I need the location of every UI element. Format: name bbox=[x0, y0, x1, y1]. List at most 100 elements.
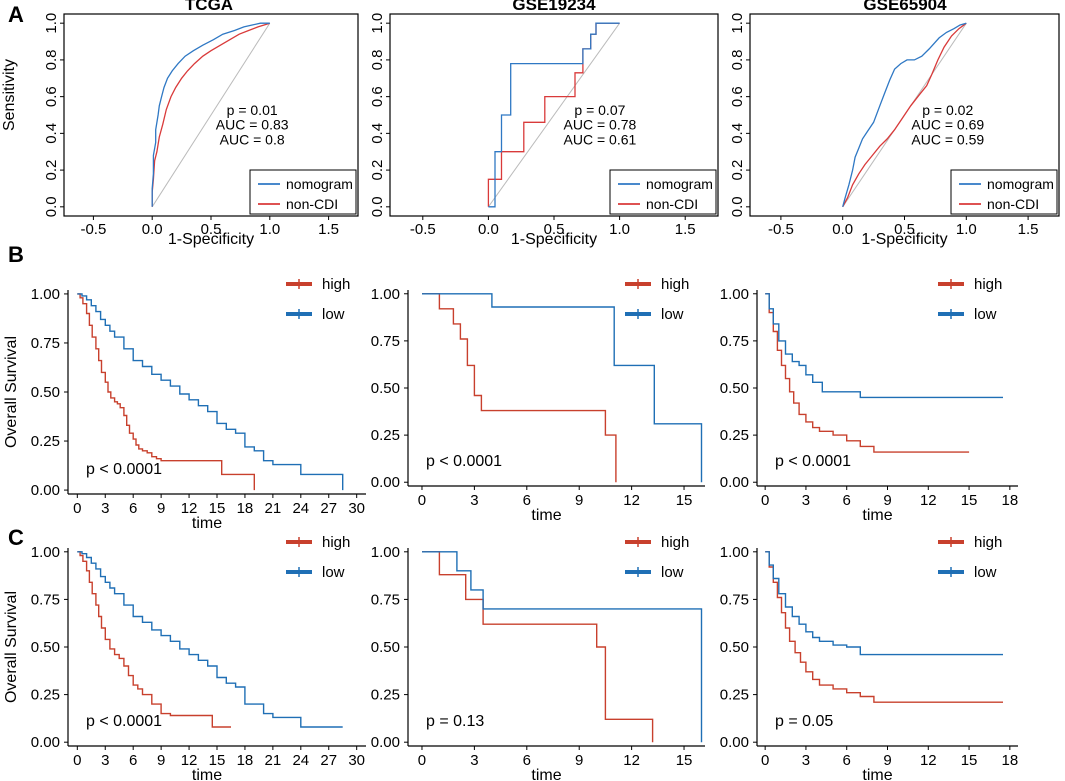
series-line-low bbox=[77, 551, 343, 728]
y-tick-label: 0.0 bbox=[43, 196, 60, 217]
legend-label: non-CDI bbox=[286, 196, 338, 212]
x-tick-label: 3 bbox=[470, 492, 478, 509]
x-tick-label: 27 bbox=[320, 500, 337, 517]
series-line-nomogram bbox=[842, 22, 967, 207]
x-tick-label: 12 bbox=[920, 752, 937, 769]
x-tick-label: 6 bbox=[843, 492, 851, 509]
y-tick-label: 0.00 bbox=[31, 482, 60, 499]
legend-label: high bbox=[661, 534, 689, 551]
x-tick-label: 1.5 bbox=[318, 221, 339, 238]
x-tick-label: 30 bbox=[348, 500, 365, 517]
p-value-text: p < 0.0001 bbox=[86, 461, 162, 478]
legend-box bbox=[950, 169, 1058, 215]
legend-label: high bbox=[974, 276, 1002, 293]
x-tick-label: 9 bbox=[157, 752, 165, 769]
auc-non-cdi-text: AUC = 0.8 bbox=[220, 131, 285, 147]
x-tick-label: -0.5 bbox=[768, 221, 794, 238]
x-tick-label: 3 bbox=[101, 500, 109, 517]
x-axis-label: time bbox=[531, 507, 561, 524]
p-value-text: p < 0.0001 bbox=[775, 453, 851, 470]
x-tick-label: 12 bbox=[920, 492, 937, 509]
p-value-text: p < 0.0001 bbox=[426, 453, 502, 470]
y-axis-label: Sensitivity bbox=[1, 59, 18, 131]
series-line-non-CDI bbox=[842, 22, 967, 208]
legend-label: low bbox=[974, 306, 997, 323]
y-tick-label: 1.0 bbox=[43, 13, 60, 34]
y-tick-label: 0.50 bbox=[31, 639, 60, 656]
legend-label: nomogram bbox=[646, 176, 713, 192]
x-tick-label: 0.0 bbox=[142, 221, 163, 238]
roc-panel-roc-gse19234: GSE19234 -0.5 0.0 0.5 1.0 1.5 0.0 0.2 0.4 0.6 0.8 1… bbox=[369, 0, 719, 248]
y-axis-label: Overall Survival bbox=[3, 336, 20, 448]
x-axis-label: time bbox=[862, 767, 892, 781]
y-tick-label: 0.8 bbox=[369, 49, 386, 70]
series-line-low bbox=[422, 293, 703, 483]
x-tick-label: 1.5 bbox=[675, 221, 696, 238]
y-tick-label: 1.00 bbox=[31, 286, 60, 303]
y-tick-label: 0.0 bbox=[729, 196, 746, 217]
x-tick-label: 0 bbox=[761, 752, 769, 769]
legend-label: high bbox=[322, 534, 350, 551]
x-tick-label: 12 bbox=[623, 752, 640, 769]
x-tick-label: 3 bbox=[101, 752, 109, 769]
x-tick-label: 12 bbox=[181, 500, 198, 517]
y-tick-label: 0.75 bbox=[31, 335, 60, 352]
panel-label-a: A bbox=[8, 2, 24, 27]
x-tick-label: 0 bbox=[73, 752, 81, 769]
series-line-low bbox=[765, 551, 1003, 656]
legend-label: low bbox=[661, 306, 684, 323]
x-tick-label: 0 bbox=[761, 492, 769, 509]
x-tick-label: 15 bbox=[209, 500, 226, 517]
y-tick-label: 1.00 bbox=[371, 544, 400, 561]
x-tick-label: 12 bbox=[623, 492, 640, 509]
x-tick-label: 9 bbox=[575, 752, 583, 769]
series-line-non-CDI bbox=[151, 22, 270, 207]
roc-panel-roc-gse65904: GSE65904 -0.5 0.0 0.5 1.0 1.5 0.0 0.2 0.4 0.6 0.8 1… bbox=[729, 0, 1060, 248]
y-tick-label: 0.6 bbox=[729, 86, 746, 107]
x-axis-label: time bbox=[192, 515, 222, 532]
series-line-high bbox=[77, 551, 231, 728]
x-tick-label: 24 bbox=[292, 752, 309, 769]
y-tick-label: 1.0 bbox=[729, 13, 746, 34]
chart-title: TCGA bbox=[185, 0, 233, 14]
reference-diagonal bbox=[151, 22, 271, 208]
km-panel-km-b-tcga: 0.00 0.25 0.50 0.75 1.00 0 3 6 9 12 15 18 21 24 27 30 ti… bbox=[3, 276, 366, 532]
y-tick-label: 0.25 bbox=[371, 687, 400, 704]
series-line-nomogram bbox=[151, 22, 270, 207]
km-panel-km-b-gse19234: 0.00 0.25 0.50 0.75 1.00 0 3 6 9 12 15 time p < 0.00… bbox=[371, 276, 705, 524]
x-tick-label: 0.5 bbox=[201, 221, 222, 238]
x-tick-label: 18 bbox=[237, 500, 254, 517]
legend-box bbox=[609, 169, 717, 215]
x-tick-label: 0.0 bbox=[478, 221, 499, 238]
auc-nomogram-text: AUC = 0.78 bbox=[564, 117, 637, 133]
x-tick-label: 0.0 bbox=[832, 221, 853, 238]
y-tick-label: 0.8 bbox=[729, 49, 746, 70]
km-panel-km-c-gse19234: 0.00 0.25 0.50 0.75 1.00 0 3 6 9 12 15 time p = 0.13… bbox=[371, 534, 705, 781]
legend-label: non-CDI bbox=[987, 196, 1039, 212]
legend-label: nomogram bbox=[987, 176, 1054, 192]
x-tick-label: 1.0 bbox=[609, 221, 630, 238]
x-tick-label: 27 bbox=[320, 752, 337, 769]
legend-box bbox=[249, 169, 357, 215]
y-tick-label: 0.4 bbox=[729, 123, 746, 144]
x-tick-label: 18 bbox=[237, 752, 254, 769]
y-tick-label: 0.25 bbox=[31, 433, 60, 450]
y-tick-label: 0.50 bbox=[720, 380, 749, 397]
legend-label: low bbox=[661, 564, 684, 581]
series-line-nomogram bbox=[488, 22, 620, 208]
x-tick-label: 3 bbox=[470, 752, 478, 769]
y-tick-label: 1.00 bbox=[720, 286, 749, 303]
x-tick-label: 9 bbox=[883, 752, 891, 769]
series-line-low bbox=[765, 293, 1003, 399]
y-tick-label: 0.0 bbox=[369, 196, 386, 217]
series-line-high bbox=[422, 293, 617, 483]
x-tick-label: 0 bbox=[418, 492, 426, 509]
x-tick-label: 21 bbox=[265, 500, 282, 517]
reference-diagonal bbox=[487, 22, 621, 208]
y-tick-label: 0.25 bbox=[720, 427, 749, 444]
x-tick-label: 18 bbox=[1002, 492, 1019, 509]
legend-label: low bbox=[322, 306, 345, 323]
chart-title: GSE65904 bbox=[863, 0, 947, 14]
y-tick-label: 0.2 bbox=[729, 160, 746, 181]
